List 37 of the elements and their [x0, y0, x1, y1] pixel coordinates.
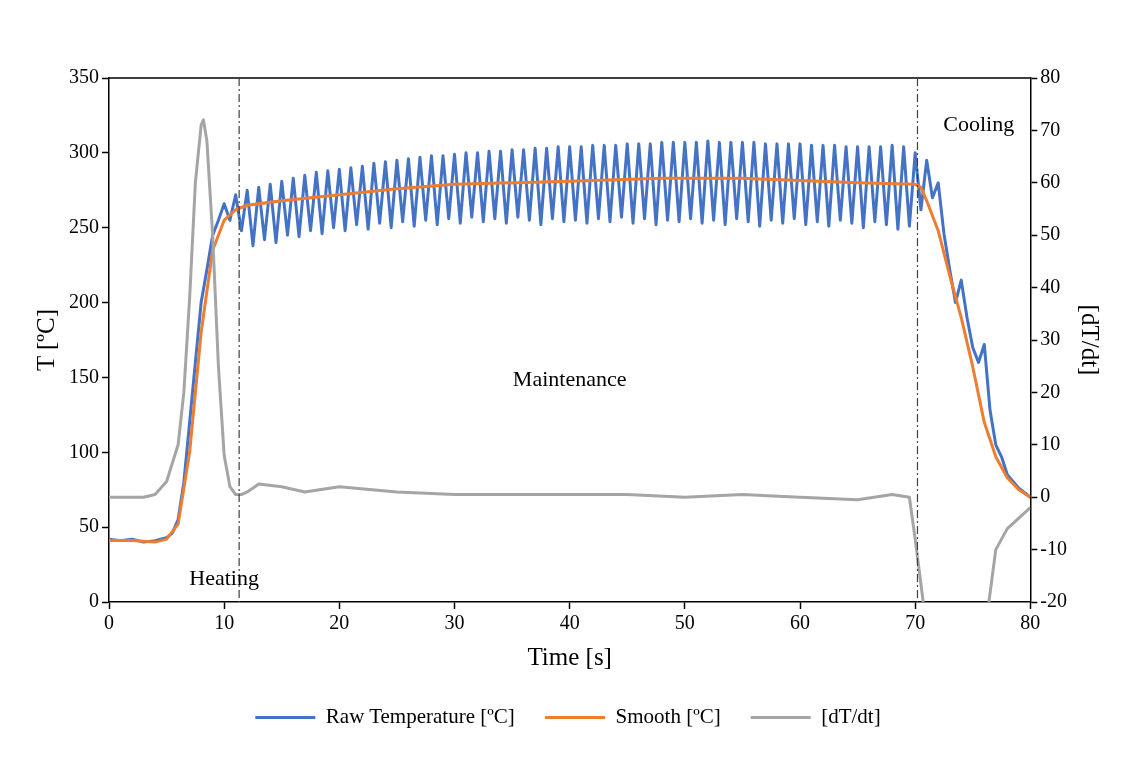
y2-tick-label: 20	[1040, 379, 1061, 402]
y-tick-label: 0	[89, 589, 99, 612]
y-tick-label: 150	[69, 364, 99, 387]
y2-tick-label: 0	[1040, 484, 1051, 507]
y-tick-label: 300	[69, 140, 99, 163]
legend-label: Raw Temperature [ºC]	[325, 704, 515, 729]
y2-tick-label: -20	[1040, 589, 1068, 612]
x-tick-label: 30	[444, 611, 465, 634]
annotation: Cooling	[943, 110, 1015, 136]
y-tick-label: 200	[69, 289, 99, 312]
y-axis-title: T [ºC]	[31, 308, 59, 372]
x-tick-label: 50	[674, 611, 695, 634]
y2-tick-label: 30	[1040, 327, 1061, 350]
y2-tick-label: -10	[1040, 536, 1068, 559]
legend-label: Smooth [ºC]	[615, 704, 721, 729]
x-tick-label: 80	[1020, 611, 1041, 634]
annotation: Heating	[189, 565, 259, 591]
y2-axis-title: [dT/dt]	[1077, 304, 1105, 376]
y2-tick-label: 40	[1040, 274, 1061, 297]
x-tick-label: 70	[905, 611, 926, 634]
y2-tick-label: 80	[1040, 65, 1061, 88]
x-tick-label: 0	[104, 611, 114, 634]
x-tick-label: 40	[559, 611, 580, 634]
y-tick-label: 100	[69, 439, 99, 462]
y-tick-label: 50	[79, 514, 99, 537]
x-tick-label: 20	[329, 611, 350, 634]
y2-tick-label: 10	[1040, 432, 1061, 455]
y-tick-label: 250	[69, 214, 99, 237]
annotation: Maintenance	[512, 366, 627, 392]
y2-tick-label: 60	[1040, 170, 1061, 193]
y-tick-label: 350	[69, 65, 99, 88]
x-tick-label: 60	[790, 611, 810, 634]
y2-tick-label: 50	[1040, 222, 1061, 245]
y2-tick-label: 70	[1040, 117, 1061, 140]
x-axis-title: Time [s]	[527, 642, 612, 670]
x-tick-label: 10	[214, 611, 235, 634]
legend-label: [dT/dt]	[821, 704, 881, 729]
